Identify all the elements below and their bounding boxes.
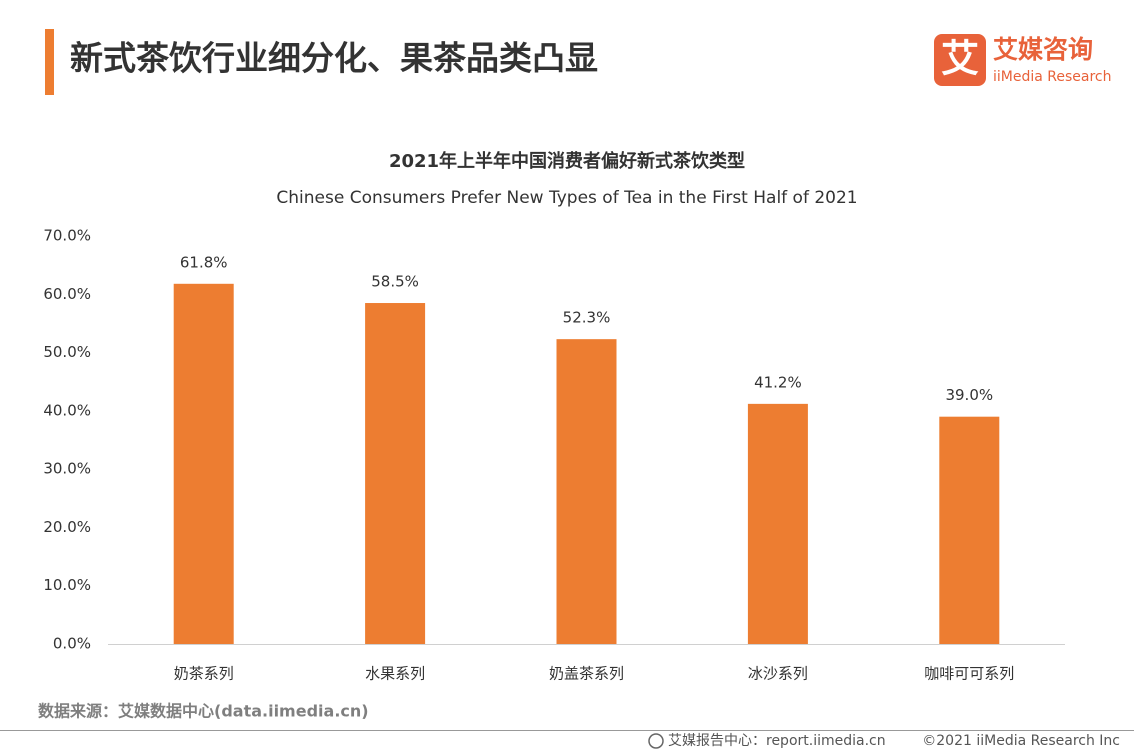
data-label: 52.3% — [563, 309, 611, 327]
y-tick-label: 70.0% — [43, 227, 91, 245]
x-tick-label: 奶盖茶系列 — [549, 665, 624, 683]
page-title: 新式茶饮行业细分化、果茶品类凸显 — [70, 39, 598, 78]
bar — [939, 416, 1000, 644]
y-tick-label: 40.0% — [43, 401, 91, 419]
y-tick-label: 0.0% — [53, 635, 91, 653]
data-label: 58.5% — [371, 273, 419, 291]
footer-right: ©2021 iiMedia Research Inc — [922, 733, 1120, 749]
x-tick-label: 冰沙系列 — [748, 665, 808, 683]
data-label: 61.8% — [180, 253, 228, 271]
y-tick-label: 20.0% — [43, 518, 91, 536]
logo-icon — [934, 34, 986, 86]
data-label: 39.0% — [945, 386, 993, 404]
x-tick-label: 咖啡可可系列 — [924, 665, 1014, 683]
bar — [556, 339, 617, 644]
x-tick-label: 水果系列 — [365, 665, 425, 683]
bar — [365, 303, 426, 644]
y-tick-label: 30.0% — [43, 460, 91, 478]
y-tick-label: 10.0% — [43, 576, 91, 594]
y-tick-label: 60.0% — [43, 285, 91, 303]
data-label: 41.2% — [754, 373, 802, 391]
chart-title: 2021年上半年中国消费者偏好新式茶饮类型 — [389, 150, 745, 172]
logo-name-en: iiMedia Research — [993, 69, 1112, 85]
logo-name: 艾媒咨询 — [993, 35, 1093, 64]
chart-subtitle: Chinese Consumers Prefer New Types of Te… — [276, 188, 857, 208]
bar — [747, 403, 808, 644]
logo-icon-text: 艾 — [941, 37, 979, 81]
y-tick-label: 50.0% — [43, 343, 91, 361]
globe-icon — [648, 733, 664, 749]
bar — [173, 283, 234, 644]
header-bar — [45, 29, 54, 95]
footer-left: 艾媒报告中心：report.iimedia.cn — [668, 733, 886, 749]
source: 数据来源：艾媒数据中心(data.iimedia.cn) — [38, 702, 369, 721]
x-tick-label: 奶茶系列 — [174, 665, 234, 683]
